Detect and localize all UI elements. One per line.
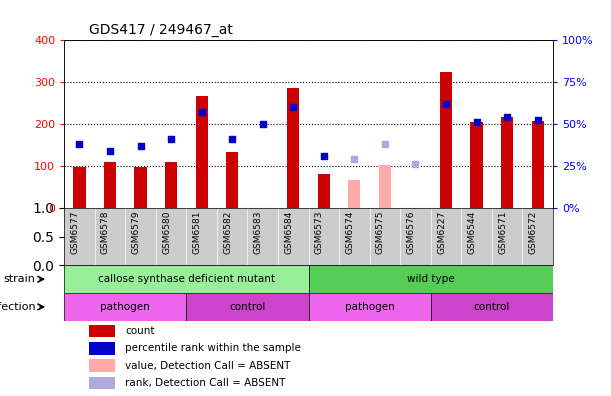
Text: GSM6580: GSM6580 <box>162 211 171 254</box>
Bar <box>287 88 299 208</box>
Bar <box>64 265 309 293</box>
Point <box>441 100 451 107</box>
Bar <box>196 95 208 208</box>
Text: GSM6544: GSM6544 <box>467 211 477 254</box>
Text: count: count <box>125 326 155 336</box>
Text: GSM6573: GSM6573 <box>315 211 324 254</box>
Text: GSM6582: GSM6582 <box>223 211 232 254</box>
Bar <box>318 174 330 208</box>
Point <box>227 136 237 142</box>
Point <box>197 109 207 115</box>
Text: GSM6577: GSM6577 <box>70 211 79 254</box>
Bar <box>104 162 116 208</box>
Bar <box>309 293 431 321</box>
Point <box>288 104 298 110</box>
Bar <box>470 122 483 208</box>
Text: GSM6583: GSM6583 <box>254 211 263 254</box>
Text: callose synthase deficient mutant: callose synthase deficient mutant <box>98 274 275 284</box>
Bar <box>226 152 238 208</box>
Bar <box>440 72 452 208</box>
Text: pathogen: pathogen <box>100 302 150 312</box>
Bar <box>348 180 360 208</box>
Bar <box>89 325 115 337</box>
Text: rank, Detection Call = ABSENT: rank, Detection Call = ABSENT <box>125 378 285 388</box>
Bar <box>89 377 115 389</box>
Point <box>349 156 359 162</box>
Text: GSM6571: GSM6571 <box>498 211 507 254</box>
Text: GSM6584: GSM6584 <box>284 211 293 254</box>
Bar <box>501 116 513 208</box>
Bar <box>431 293 553 321</box>
Text: strain: strain <box>4 274 35 284</box>
Text: GSM6574: GSM6574 <box>345 211 354 254</box>
Text: GSM6227: GSM6227 <box>437 211 446 254</box>
Text: pathogen: pathogen <box>345 302 395 312</box>
Point <box>533 117 543 124</box>
Text: control: control <box>229 302 266 312</box>
Text: GSM6572: GSM6572 <box>529 211 538 254</box>
Point <box>166 136 176 142</box>
Text: value, Detection Call = ABSENT: value, Detection Call = ABSENT <box>125 361 291 371</box>
Bar <box>89 360 115 372</box>
Point <box>502 114 512 120</box>
Text: GSM6576: GSM6576 <box>406 211 415 254</box>
Bar <box>186 293 309 321</box>
Text: GSM6579: GSM6579 <box>131 211 141 254</box>
Bar <box>89 342 115 355</box>
Text: GSM6575: GSM6575 <box>376 211 385 254</box>
Bar <box>165 162 177 208</box>
Point <box>411 161 420 167</box>
Bar <box>309 265 553 293</box>
Bar <box>532 121 544 208</box>
Point <box>319 152 329 159</box>
Point <box>258 120 268 127</box>
Text: GDS417 / 249467_at: GDS417 / 249467_at <box>89 23 232 37</box>
Bar <box>64 293 186 321</box>
Text: infection: infection <box>0 302 35 312</box>
Text: control: control <box>474 302 510 312</box>
Bar <box>379 165 391 208</box>
Text: GSM6578: GSM6578 <box>101 211 110 254</box>
Point <box>380 141 390 147</box>
Text: GSM6581: GSM6581 <box>192 211 202 254</box>
Bar <box>134 167 147 208</box>
Point <box>472 119 481 125</box>
Text: wild type: wild type <box>407 274 455 284</box>
Point <box>75 141 84 147</box>
Point <box>136 143 145 149</box>
Text: percentile rank within the sample: percentile rank within the sample <box>125 343 301 353</box>
Bar <box>73 167 86 208</box>
Point <box>105 147 115 154</box>
